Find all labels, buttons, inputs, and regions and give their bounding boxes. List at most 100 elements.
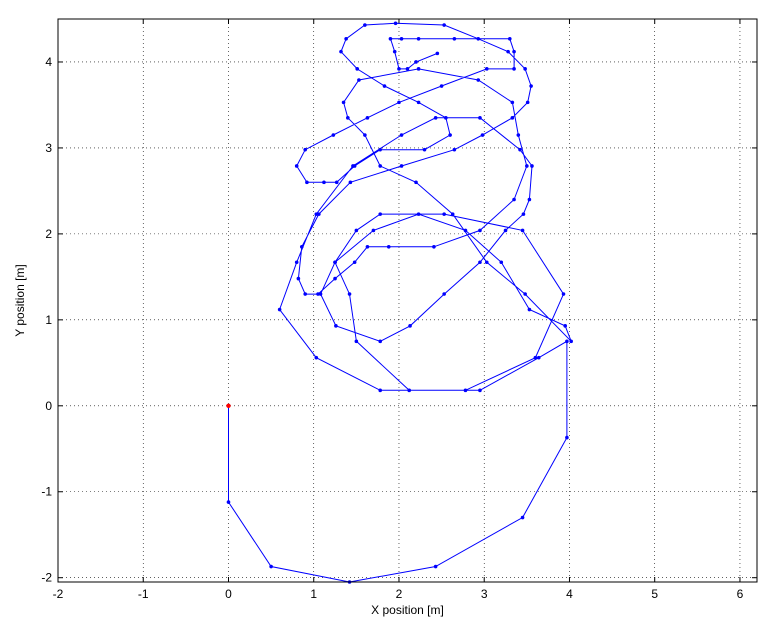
- trajectory-point: [277, 307, 282, 312]
- axes-frame: [57, 18, 758, 583]
- trajectory-point: [348, 180, 353, 185]
- trajectory-point: [365, 116, 370, 120]
- trajectory-point: [565, 435, 569, 440]
- trajectory-point: [294, 260, 299, 265]
- trajectory-point: [422, 147, 427, 152]
- trajectory-point: [478, 260, 482, 265]
- trajectory-point: [226, 500, 231, 504]
- trajectory-point: [503, 228, 508, 233]
- trajectory-point: [399, 133, 404, 137]
- trajectory-point: [355, 67, 360, 71]
- trajectory-point: [378, 212, 383, 216]
- trajectory-point: [435, 51, 440, 56]
- trajectory-point: [365, 244, 370, 249]
- trajectory-point: [333, 276, 337, 281]
- trajectory-point: [352, 164, 357, 168]
- trajectory-point: [480, 133, 485, 137]
- trajectory-point: [516, 133, 521, 137]
- trajectory-point: [318, 292, 323, 296]
- trajectory-point: [478, 388, 482, 393]
- trajectory-point: [303, 147, 308, 152]
- trajectory-point: [378, 388, 383, 393]
- trajectory-point: [478, 116, 482, 120]
- trajectory-point: [523, 292, 527, 296]
- trajectory-point: [478, 228, 482, 233]
- trajectory-point: [484, 67, 489, 71]
- trajectory-point: [334, 180, 339, 185]
- trajectory-point: [416, 36, 421, 41]
- y-tick-label: -1: [41, 485, 52, 499]
- trajectory-point: [536, 355, 541, 360]
- trajectory-point: [392, 49, 397, 54]
- trajectory-point: [518, 147, 522, 152]
- x-tick-label: -2: [53, 587, 64, 601]
- x-tick-label: 4: [566, 587, 573, 601]
- x-tick-label: 5: [651, 587, 658, 601]
- trajectory-point: [399, 36, 404, 41]
- y-axis-label: Y position [m]: [13, 264, 27, 336]
- trajectory-point: [527, 197, 532, 202]
- trajectory-point: [299, 244, 304, 249]
- trajectory-point: [506, 49, 510, 54]
- trajectory-point: [378, 339, 383, 344]
- trajectory-point: [397, 67, 401, 71]
- trajectory-point: [561, 292, 566, 296]
- trajectory-point: [433, 116, 438, 120]
- trajectory-point: [476, 36, 481, 41]
- x-tick-label: 2: [396, 587, 403, 601]
- trajectory-point: [476, 78, 481, 82]
- trajectory-point: [448, 133, 452, 137]
- trajectory-point: [442, 292, 446, 296]
- axis-ticks: [57, 19, 757, 582]
- trajectory-point: [296, 276, 301, 281]
- trajectory-point: [450, 212, 455, 216]
- trajectory-point: [339, 49, 343, 54]
- trajectory-point: [499, 260, 504, 265]
- trajectory-point: [344, 36, 348, 41]
- trajectory-point: [565, 339, 569, 344]
- trajectory-point: [452, 36, 457, 41]
- y-tick-label: 3: [45, 141, 52, 155]
- trajectory-point: [305, 180, 309, 185]
- trajectory-point: [416, 67, 421, 71]
- x-tick-label: 0: [225, 587, 232, 601]
- x-tick-label: -1: [138, 587, 149, 601]
- y-tick-label: 2: [45, 227, 52, 241]
- y-tick-label: 0: [45, 399, 52, 413]
- trajectory-point: [525, 164, 529, 168]
- x-tick-label: 1: [310, 587, 317, 601]
- trajectory-line: [228, 22, 572, 583]
- trajectory-point: [527, 307, 532, 312]
- trajectory-point: [314, 212, 319, 216]
- trajectory-point: [442, 23, 446, 27]
- trajectory-point: [316, 292, 320, 296]
- trajectory-point: [294, 164, 299, 168]
- trajectory-point: [433, 564, 438, 569]
- trajectory-point: [525, 100, 530, 105]
- trajectory-point: [416, 100, 421, 105]
- y-tick-label: 1: [45, 313, 52, 327]
- trajectory-point: [269, 564, 273, 569]
- trajectory-point: [463, 388, 468, 393]
- trajectory-point: [352, 260, 357, 265]
- trajectory-point: [463, 228, 468, 233]
- trajectory-point: [405, 67, 410, 71]
- trajectory-point: [520, 515, 525, 520]
- trajectory-point: [333, 260, 337, 265]
- trajectory-points: [226, 21, 573, 584]
- trajectory-point: [510, 116, 515, 120]
- trajectory-point: [363, 23, 367, 27]
- trajectory-point: [334, 324, 338, 328]
- trajectory-point: [432, 244, 436, 249]
- trajectory-point: [397, 100, 401, 105]
- trajectory-point: [416, 212, 421, 216]
- trajectory-point: [563, 324, 568, 328]
- trajectory-point: [414, 60, 418, 64]
- trajectory-point: [386, 244, 391, 249]
- trajectory-point: [303, 292, 308, 296]
- x-axis-label: X position [m]: [371, 603, 444, 617]
- trajectory-point: [378, 147, 383, 152]
- trajectory-point: [317, 212, 321, 216]
